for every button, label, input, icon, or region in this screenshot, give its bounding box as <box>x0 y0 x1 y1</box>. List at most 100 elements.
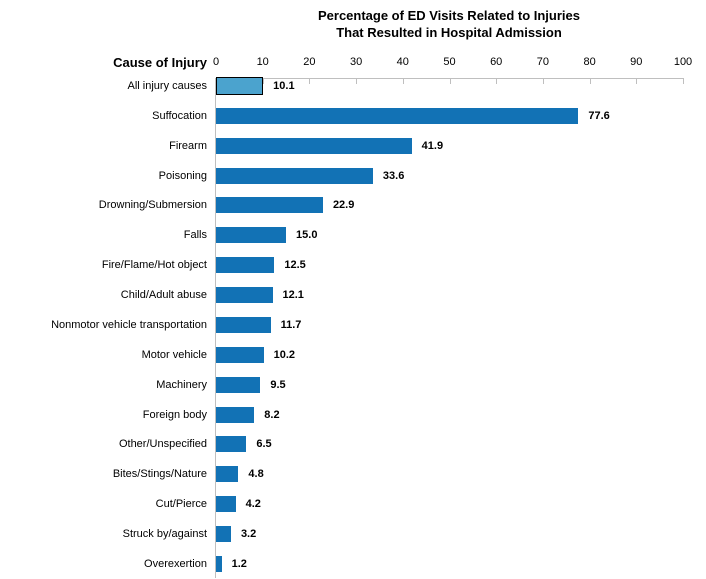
bar-track: 12.1 <box>216 287 683 304</box>
x-axis-tick-label: 30 <box>349 56 363 68</box>
value-label: 3.2 <box>240 528 257 541</box>
category-label: Drowning/Submersion <box>98 199 207 212</box>
x-axis-tick-label: 70 <box>536 56 550 68</box>
value-label: 12.1 <box>282 289 304 302</box>
bar-track: 6.5 <box>216 436 683 453</box>
value-label: 33.6 <box>382 169 405 182</box>
bar <box>216 496 236 513</box>
bar-row: Poisoning 33.6 <box>0 161 706 191</box>
category-label: Cut/Pierce <box>155 498 207 511</box>
x-axis-tick-mark <box>262 79 264 84</box>
value-label: 10.2 <box>273 348 296 361</box>
value-label: 15.0 <box>296 229 318 242</box>
category-label: All injury causes <box>127 79 207 92</box>
bar-track: 4.2 <box>216 496 683 513</box>
value-label: 8.2 <box>264 408 280 421</box>
value-label: 10.1 <box>273 79 295 92</box>
chart-title-line1: Percentage of ED Visits Related to Injur… <box>317 8 580 23</box>
y-axis-title: Cause of Injury <box>113 55 207 70</box>
bar-row: Fire/Flame/Hot object 12.5 <box>0 250 706 280</box>
bar-row: Child/Adult abuse 12.1 <box>0 280 706 310</box>
x-axis-tick-label: 0 <box>212 56 220 68</box>
bar-row: All injury causes 10.1 <box>0 71 706 101</box>
bar-track: 8.2 <box>216 406 683 423</box>
value-label: 22.9 <box>332 199 355 212</box>
value-label: 11.7 <box>280 318 302 331</box>
bar-row: Nonmotor vehicle transportation 11.7 <box>0 310 706 340</box>
bar-track: 10.1 <box>216 76 683 95</box>
category-label: Firearm <box>169 139 207 152</box>
bar-row: Drowning/Submersion 22.9 <box>0 191 706 221</box>
value-label: 1.2 <box>231 557 247 570</box>
bar-track: 77.6 <box>216 107 683 124</box>
x-axis-tick-label: 50 <box>443 56 456 68</box>
bar <box>216 346 264 363</box>
category-label: Falls <box>183 229 207 242</box>
value-label: 41.9 <box>421 139 444 152</box>
x-axis-tick-label: 80 <box>583 56 596 68</box>
chart-title: Percentage of ED Visits Related to Injur… <box>215 8 683 42</box>
chart-title-line2: That Resulted in Hospital Admission <box>336 24 562 40</box>
value-label: 77.6 <box>588 109 610 122</box>
x-axis-tick-mark <box>309 79 311 84</box>
x-axis-tick-mark <box>589 79 591 84</box>
bar-row: Cut/Pierce 4.2 <box>0 489 706 519</box>
bar <box>216 376 261 393</box>
bar-track: 33.6 <box>216 167 683 184</box>
x-axis-tick-label: 10 <box>256 56 269 68</box>
bar-row: Falls 15.0 <box>0 220 706 250</box>
category-label: Nonmotor vehicle transportation <box>51 318 207 331</box>
x-axis-line <box>215 78 684 79</box>
x-axis-tick-mark <box>542 79 544 84</box>
category-label: Other/Unspecified <box>118 438 207 451</box>
value-label: 9.5 <box>270 378 286 391</box>
category-label: Fire/Flame/Hot object <box>101 259 207 272</box>
x-axis-tick-mark <box>356 79 358 84</box>
category-label: Child/Adult abuse <box>120 289 207 302</box>
x-axis-tick-mark <box>496 79 498 84</box>
value-label: 6.5 <box>256 438 272 451</box>
bar-track: 12.5 <box>216 257 683 274</box>
x-axis-tick-labels: 0 10 20 30 40 50 60 70 80 90 100 <box>212 56 692 70</box>
bar <box>216 526 231 543</box>
bar <box>216 107 579 124</box>
bar-track: 10.2 <box>216 346 683 363</box>
y-axis-line <box>215 78 216 578</box>
bar-track: 1.2 <box>216 555 683 572</box>
value-label: 4.2 <box>245 498 261 511</box>
bar <box>216 436 247 453</box>
x-axis-tick-mark <box>402 79 404 84</box>
bar-track: 15.0 <box>216 227 683 244</box>
category-label: Struck by/against <box>122 528 207 541</box>
x-axis-tick-label: 100 <box>673 56 693 68</box>
x-axis-tick-label: 40 <box>396 56 409 68</box>
bar <box>216 287 273 304</box>
bar-row: Motor vehicle 10.2 <box>0 340 706 370</box>
category-label: Motor vehicle <box>141 348 207 361</box>
bar-track: 41.9 <box>216 137 683 154</box>
bar-track: 4.8 <box>216 466 683 483</box>
bar-track: 22.9 <box>216 197 683 214</box>
value-label: 12.5 <box>284 259 306 272</box>
x-axis-tick-mark <box>683 79 684 84</box>
bar-track: 11.7 <box>216 316 683 333</box>
category-label: Overexertion <box>144 557 207 570</box>
bar <box>216 197 323 214</box>
bar-row: Foreign body 8.2 <box>0 400 706 430</box>
category-label: Suffocation <box>152 109 207 122</box>
bar <box>216 227 287 244</box>
category-label: Foreign body <box>142 408 207 421</box>
bar <box>216 257 275 274</box>
bar <box>216 167 373 184</box>
x-axis-tick-label: 20 <box>303 56 316 68</box>
bar <box>216 555 222 572</box>
bar-track: 9.5 <box>216 376 683 393</box>
category-label: Machinery <box>156 378 207 391</box>
bar-row: Bites/Stings/Nature 4.8 <box>0 459 706 489</box>
bar-row: Machinery 9.5 <box>0 370 706 400</box>
bar <box>216 406 255 423</box>
bar-row: Overexertion 1.2 <box>0 549 706 579</box>
bar <box>216 316 271 333</box>
bar-row: Firearm 41.9 <box>0 131 706 161</box>
